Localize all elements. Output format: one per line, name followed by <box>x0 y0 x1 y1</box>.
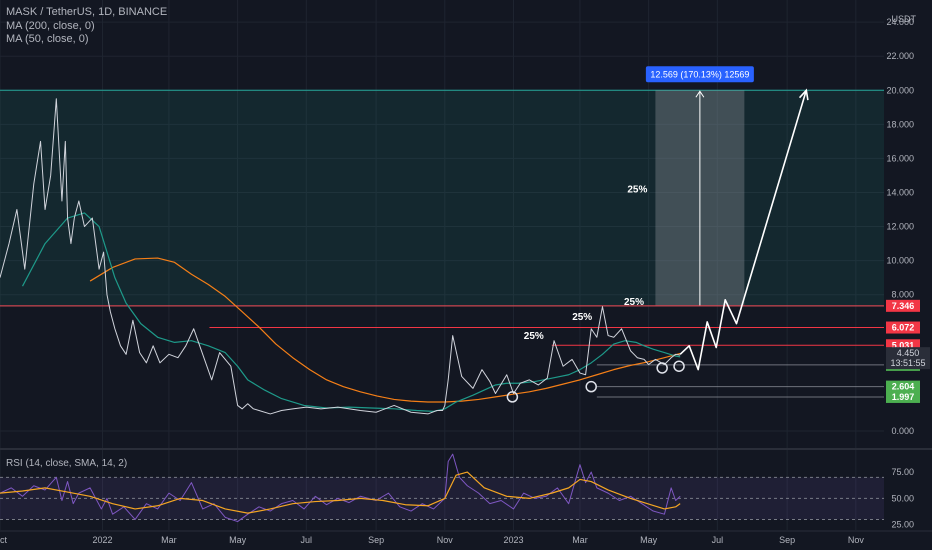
y-tick-label: 18.000 <box>886 119 914 129</box>
percent-annotation: 25% <box>624 297 644 308</box>
y-tick-label: 20.000 <box>886 85 914 95</box>
touch-circle <box>656 362 668 374</box>
y-tick-label: 10.000 <box>886 256 914 266</box>
measure-label-bg <box>645 66 754 83</box>
price-axis-bg <box>884 0 932 550</box>
level-tag <box>886 299 920 312</box>
rsi-tick-label: 75.00 <box>891 467 914 477</box>
x-tick-label: Nov <box>848 535 865 545</box>
y-tick-label: 24.000 <box>886 17 914 27</box>
x-tick-label: 2023 <box>503 535 523 545</box>
measure-label: 12.569 (170.13%) 12569 <box>650 69 749 79</box>
x-tick-label: Sep <box>779 535 795 545</box>
level-tag <box>886 321 920 334</box>
percent-annotation: 25% <box>572 312 592 323</box>
rsi-tick-label: 50.00 <box>891 493 914 503</box>
rsi-line <box>0 453 681 523</box>
ma50-legend[interactable]: MA (50, close, 0) <box>6 33 89 45</box>
level-tag-label: 5.031 <box>892 340 915 350</box>
x-tick-label: Oct <box>0 535 7 545</box>
rsi-legend[interactable]: RSI (14, close, SMA, 14, 2) <box>6 458 128 469</box>
y-tick-label: 0.000 <box>891 426 914 436</box>
x-tick-label: Nov <box>437 535 454 545</box>
target-arrow-head <box>695 90 705 98</box>
ma200-line <box>89 257 681 403</box>
projection-path <box>679 90 808 371</box>
price-line <box>0 98 681 415</box>
rsi-band <box>0 477 884 520</box>
rsi-tick-label: 25.00 <box>891 520 914 530</box>
x-tick-label: Jul <box>712 535 724 545</box>
range-zone <box>0 90 884 306</box>
currency-unit: USDT <box>891 14 917 24</box>
x-tick-label: May <box>229 535 247 545</box>
percent-annotation: 25% <box>627 184 647 195</box>
x-tick-label: May <box>640 535 658 545</box>
level-tag <box>886 380 920 393</box>
level-tag-label: 7.346 <box>892 301 915 311</box>
percent-annotation: 25% <box>524 331 544 342</box>
symbol-title: MASK / TetherUS, 1D, BINANCE <box>6 6 168 18</box>
current-price-tag <box>886 347 930 370</box>
y-tick-label: 8.000 <box>891 290 914 300</box>
x-tick-label: Jul <box>301 535 313 545</box>
y-tick-label: 16.000 <box>886 153 914 163</box>
level-tag-label: 2.604 <box>892 382 915 392</box>
projection-arrow-head <box>798 88 809 101</box>
y-tick-label: 12.000 <box>886 222 914 232</box>
level-tag-label: 1.997 <box>892 392 915 402</box>
y-tick-label: 22.000 <box>886 51 914 61</box>
x-tick-label: Mar <box>572 535 588 545</box>
x-tick-label: 2022 <box>92 535 112 545</box>
x-tick-label: Mar <box>161 535 177 545</box>
touch-circle <box>506 391 519 403</box>
ma200-legend[interactable]: MA (200, close, 0) <box>6 20 95 32</box>
countdown-label: 13:51:55 <box>890 358 925 368</box>
rsi-ma-line <box>0 471 681 514</box>
level-tag <box>886 390 920 403</box>
level-tag-label: 6.072 <box>892 323 915 333</box>
touch-circle <box>673 360 685 372</box>
x-tick-label: Sep <box>368 535 384 545</box>
touch-circle <box>585 380 597 393</box>
y-tick-label: 14.000 <box>886 187 914 197</box>
current-price-label: 4.450 <box>897 348 920 358</box>
